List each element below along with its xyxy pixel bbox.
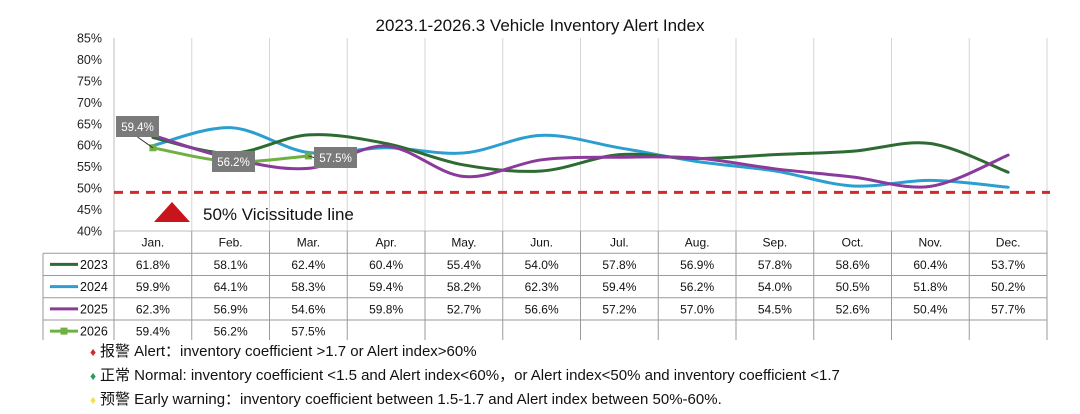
table-value-cell: 54.0%: [758, 280, 792, 294]
table-value-cell: 51.8%: [913, 280, 947, 294]
y-tick-label: 40%: [77, 225, 102, 239]
table-value-cell: 52.6%: [836, 302, 870, 316]
table-header-cell: Feb.: [219, 236, 243, 250]
table-header-cell: May.: [451, 236, 476, 250]
legend-marker-2026: [60, 327, 68, 335]
table-value-cell: 58.2%: [447, 280, 481, 294]
table-value-cell: 53.7%: [991, 258, 1025, 272]
warning-diamond-icon: ♦: [89, 393, 97, 407]
table-value-cell: 50.2%: [991, 280, 1025, 294]
callout-box: [212, 151, 255, 172]
table-header-cell: Oct.: [842, 236, 864, 250]
table-value-cell: 59.8%: [369, 302, 403, 316]
table-value-cell: 50.5%: [836, 280, 870, 294]
table-value-cell: 56.2%: [214, 325, 248, 339]
table-header-cell: Jan.: [142, 236, 165, 250]
table-value-cell: 58.1%: [214, 258, 248, 272]
y-axis-ticks: 40% 45% 50% 55% 60% 65% 70% 75% 80% 85%: [77, 32, 102, 239]
callout-box: [116, 116, 159, 137]
table-value-cell: 56.6%: [525, 302, 559, 316]
table-value-cell: 59.4%: [602, 280, 636, 294]
legend-label-2023: 2023: [80, 258, 108, 272]
legend-label-2024: 2024: [80, 280, 108, 294]
note-normal-text: 正常 Normal: inventory coefficient <1.5 an…: [100, 367, 840, 384]
y-tick-label: 50%: [77, 182, 102, 196]
y-tick-label: 45%: [77, 203, 102, 217]
table-value-cell: 57.8%: [602, 258, 636, 272]
normal-diamond-icon: ♦: [89, 369, 97, 383]
table-value-cell: 50.4%: [913, 302, 947, 316]
table-value-cell: 60.4%: [913, 258, 947, 272]
series-line-2024: [151, 126, 1010, 189]
table-header-cell: Jul.: [610, 236, 629, 250]
warning-triangle-icon: [154, 202, 190, 222]
table-value-cell: 59.4%: [136, 325, 170, 339]
chart-title: 2023.1-2026.3 Vehicle Inventory Alert In…: [376, 16, 705, 35]
table-value-cell: 59.9%: [136, 280, 170, 294]
table-value-cell: 56.9%: [680, 258, 714, 272]
y-tick-label: 60%: [77, 139, 102, 153]
table-value-cell: 54.0%: [525, 258, 559, 272]
legend-notes: ♦ 报警 Alert：inventory coefficient >1.7 or …: [88, 340, 1068, 412]
table-value-cell: 57.7%: [991, 302, 1025, 316]
table-value-cell: 54.6%: [291, 302, 325, 316]
note-warning-text: 预警 Early warning：inventory coefficient b…: [100, 391, 722, 408]
table-value-cell: 57.2%: [602, 302, 636, 316]
note-alert: ♦ 报警 Alert：inventory coefficient >1.7 or …: [88, 340, 1068, 364]
table-value-cell: 62.3%: [525, 280, 559, 294]
y-tick-label: 85%: [77, 32, 102, 46]
y-tick-label: 55%: [77, 160, 102, 174]
callouts: 59.4% 56.2% 57.5%: [116, 116, 357, 172]
table-value-cell: 57.8%: [758, 258, 792, 272]
table-value-cell: 61.8%: [136, 258, 170, 272]
callout-label: 56.2%: [217, 157, 250, 169]
chart-svg: 2023.1-2026.3 Vehicle Inventory Alert In…: [42, 16, 1050, 343]
reference-line-group: 50% Vicissitude line: [114, 190, 1050, 224]
table-value-cell: 54.5%: [758, 302, 792, 316]
series-line-2023: [151, 133, 1010, 174]
callout-leader: [308, 155, 315, 158]
series-line-2025: [151, 133, 1010, 189]
series-lines: [149, 126, 1010, 189]
callout-leader: [137, 136, 154, 149]
table-value-cell: 64.1%: [214, 280, 248, 294]
table-value-cell: 56.2%: [680, 280, 714, 294]
y-tick-label: 75%: [77, 74, 102, 88]
table-header-cell: Sep.: [763, 236, 788, 250]
grid: [113, 38, 1048, 232]
table-value-cell: 55.4%: [447, 258, 481, 272]
table-header-cell: Apr.: [375, 236, 396, 250]
reference-line-label: 50% Vicissitude line: [203, 205, 354, 224]
callout-label: 57.5%: [319, 153, 352, 165]
y-tick-label: 80%: [77, 53, 102, 67]
table-header-cell: Nov.: [918, 236, 942, 250]
alert-diamond-icon: ♦: [89, 345, 97, 359]
data-table: Jan. Feb. Mar. Apr. May. Jun. Jul. Aug. Sep. Oct.…: [42, 231, 1048, 343]
table-value-cell: 62.4%: [291, 258, 325, 272]
table-value-cell: 58.6%: [836, 258, 870, 272]
note-alert-text: 报警 Alert：inventory coefficient >1.7 or A…: [100, 343, 477, 360]
table-value-cell: 56.9%: [214, 302, 248, 316]
table-value-cell: 60.4%: [369, 258, 403, 272]
table-value-cell: 59.4%: [369, 280, 403, 294]
callout-box: [314, 147, 357, 168]
legend-label-2026: 2026: [80, 325, 108, 339]
legend-label-2025: 2025: [80, 302, 108, 316]
note-normal: ♦ 正常 Normal: inventory coefficient <1.5 a…: [88, 364, 1068, 388]
table-header-cell: Jun.: [530, 236, 553, 250]
table-header-cell: Mar.: [297, 236, 320, 250]
y-tick-label: 65%: [77, 117, 102, 131]
table-value-cell: 52.7%: [447, 302, 481, 316]
table-value-cell: 58.3%: [291, 280, 325, 294]
note-warning: ♦ 预警 Early warning：inventory coefficient …: [88, 388, 1068, 412]
table-value-cell: 57.0%: [680, 302, 714, 316]
y-tick-label: 70%: [77, 96, 102, 110]
callout-label: 59.4%: [121, 122, 154, 134]
table-header-cell: Aug.: [685, 236, 710, 250]
table-value-cell: 57.5%: [291, 325, 325, 339]
table-value-cell: 62.3%: [136, 302, 170, 316]
table-header-cell: Dec.: [996, 236, 1021, 250]
